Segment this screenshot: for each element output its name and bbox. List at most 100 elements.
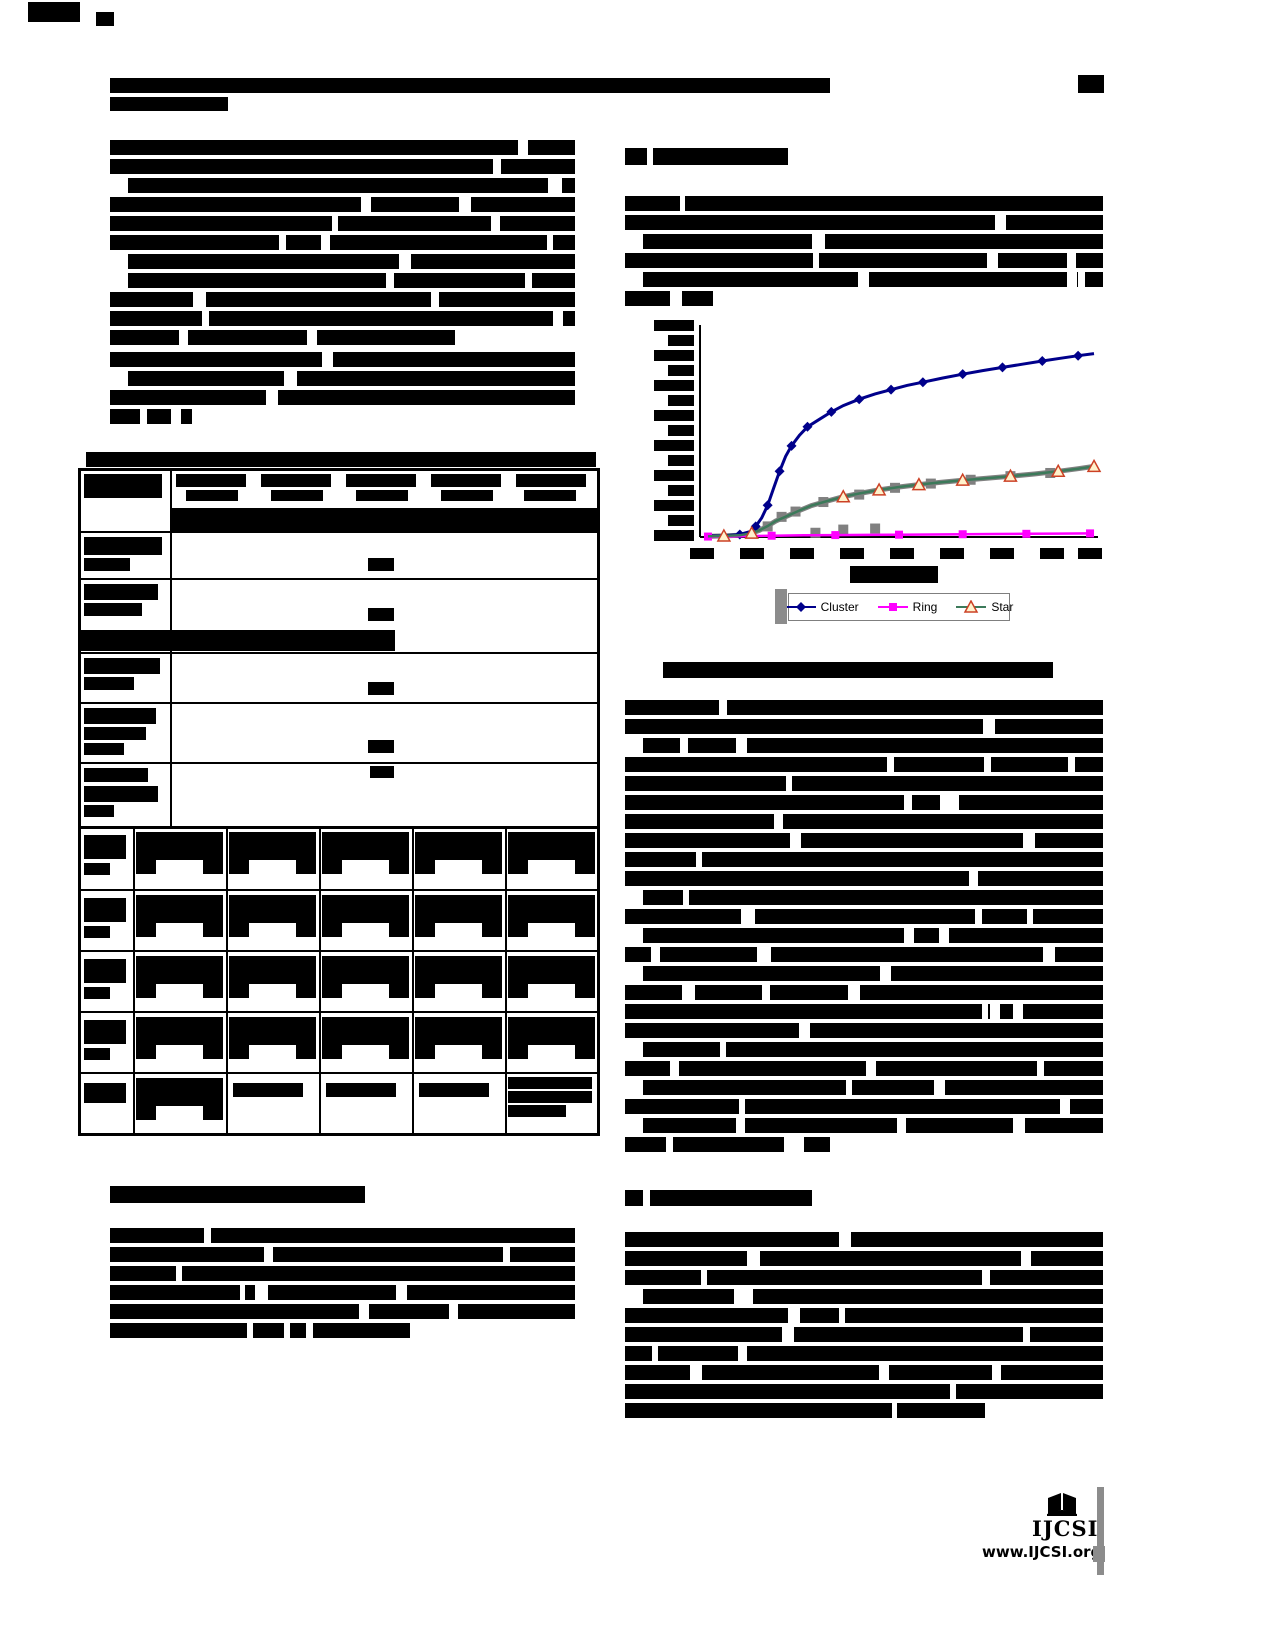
- redaction-gap: [784, 1137, 794, 1152]
- redaction-gap: [720, 1042, 727, 1057]
- diamond-marker-cluster: [762, 500, 773, 511]
- redacted-page-number: [1078, 75, 1104, 93]
- redacted-table-cell: [524, 490, 576, 501]
- redacted-table-value: [322, 923, 342, 937]
- redaction-gap: [307, 330, 317, 345]
- redaction-gap: [982, 1004, 989, 1019]
- redacted-table-value: [296, 923, 316, 937]
- redaction-gap: [1026, 909, 1033, 924]
- redacted-table-cell: [368, 740, 394, 753]
- redacted-y-tick-label: [668, 365, 694, 376]
- series-line-star: [707, 465, 1095, 538]
- redacted-table-cell: [84, 474, 162, 498]
- redacted-table-value: [415, 1045, 435, 1059]
- table-border-line: [319, 826, 321, 1133]
- redacted-table-cell: [84, 708, 156, 724]
- redaction-gap: [981, 1270, 990, 1285]
- redacted-table-value: [229, 956, 316, 984]
- redacted-table-value: [136, 895, 223, 923]
- redacted-table-value: [415, 923, 435, 937]
- redacted-text-line: [625, 757, 1103, 772]
- redacted-text-line: [625, 871, 1103, 886]
- redaction-gap: [266, 390, 278, 405]
- redacted-table-cell: [186, 490, 238, 501]
- table-border-line: [78, 1072, 600, 1074]
- redacted-y-tick-label: [654, 410, 694, 421]
- redacted-table-value: [203, 923, 223, 937]
- redaction-gap: [865, 1061, 877, 1076]
- redaction-gap: [284, 1323, 291, 1338]
- redacted-text-line: [128, 273, 575, 288]
- redacted-section-heading: [650, 1190, 812, 1206]
- triangle-marker-star: [1003, 468, 1018, 482]
- redaction-gap: [736, 1118, 746, 1133]
- redacted-text-line: [110, 292, 575, 307]
- redaction-gap: [940, 795, 951, 810]
- table-border-line: [597, 468, 600, 1136]
- redacted-text-line: [625, 947, 1103, 962]
- redaction-gap: [986, 253, 998, 268]
- redaction-gap: [264, 1247, 273, 1262]
- redacted-table-value: [229, 895, 316, 923]
- scan-artifact: [96, 12, 114, 26]
- redaction-gap: [886, 757, 895, 772]
- redaction-gap: [669, 291, 683, 306]
- triangle-marker-star: [716, 528, 732, 542]
- redaction-gap: [1059, 1099, 1071, 1114]
- redacted-figure-caption: [663, 662, 1053, 678]
- redacted-x-axis-title: [850, 566, 938, 583]
- redacted-table-value: [136, 832, 223, 860]
- triangle-marker-star: [836, 489, 851, 503]
- redacted-text-line: [110, 159, 575, 174]
- redacted-table-value: [415, 956, 502, 984]
- legend-marker-cluster: [785, 602, 816, 612]
- redacted-table-value: [482, 860, 502, 874]
- redacted-text-line: [625, 1384, 1103, 1399]
- redaction-gap: [396, 1285, 408, 1300]
- redacted-y-tick-label: [654, 470, 694, 481]
- scan-artifact: [1093, 1546, 1105, 1562]
- redaction-gap: [680, 196, 686, 211]
- redaction-gap: [1037, 1061, 1044, 1076]
- redacted-text-line: [625, 1004, 1103, 1019]
- redaction-gap: [939, 928, 949, 943]
- redacted-table-cell: [261, 474, 331, 487]
- redacted-x-tick-label: [840, 548, 864, 559]
- redacted-text-line: [625, 1403, 985, 1418]
- redacted-table-value: [389, 1045, 409, 1059]
- redaction-gap: [762, 985, 770, 1000]
- redacted-x-tick-label: [740, 548, 764, 559]
- redacted-text-line: [110, 1266, 575, 1281]
- table-border-line: [78, 468, 600, 471]
- redacted-text-line: [110, 1285, 575, 1300]
- triangle-marker-star: [1086, 458, 1102, 473]
- redaction-gap: [1022, 1327, 1031, 1342]
- redacted-text-line: [110, 1323, 410, 1338]
- redacted-text-line: [625, 253, 1103, 268]
- redacted-table-cell: [271, 490, 323, 501]
- table-border-line: [78, 950, 600, 952]
- scan-artifact: [28, 2, 80, 22]
- redacted-table-cell: [84, 768, 148, 782]
- redaction-gap: [358, 1304, 369, 1319]
- redaction-gap: [399, 254, 412, 269]
- redaction-gap: [983, 757, 992, 772]
- redaction-gap: [503, 1247, 510, 1262]
- redacted-text-line: [625, 776, 1103, 791]
- table-border-line: [78, 826, 600, 829]
- redaction-gap: [746, 1251, 761, 1266]
- redacted-table-value: [296, 984, 316, 998]
- table-border-line: [78, 762, 600, 764]
- redaction-gap: [774, 814, 784, 829]
- table-border-line: [78, 1011, 600, 1013]
- redaction-gap: [879, 1365, 889, 1380]
- redacted-table-value: [136, 1017, 223, 1045]
- legend-label: Ring: [912, 600, 938, 614]
- redaction-gap: [1067, 757, 1075, 772]
- redacted-text-line: [110, 235, 575, 250]
- redaction-gap: [332, 216, 338, 231]
- redaction-gap: [1042, 947, 1056, 962]
- redaction-gap: [193, 292, 206, 307]
- chart-legend: Cluster Ring Star: [785, 593, 1013, 621]
- redaction-gap: [203, 1228, 211, 1243]
